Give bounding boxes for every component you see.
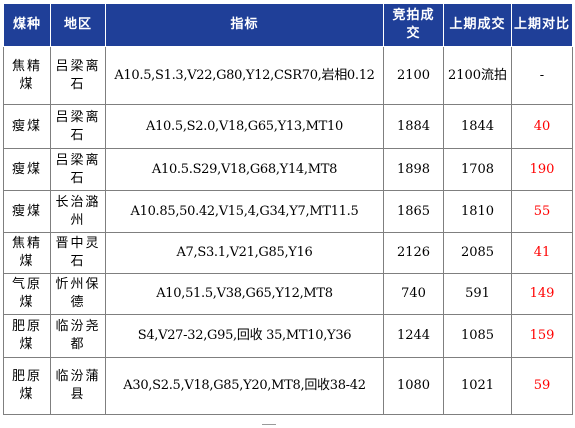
cell-area: 吕梁离石: [50, 104, 106, 149]
table-row: 肥原煤 临汾蒲县 A30,S2.5,V18,G85,Y20,MT8,回收38-4…: [3, 357, 573, 415]
table-row: 瘦煤 长治潞州 A10.85,50.42,V15,4,G34,Y7,MT11.5…: [3, 190, 573, 233]
cell-diff: -: [511, 46, 573, 105]
header-deal-price: 竞拍成交: [383, 3, 444, 47]
table-row: 焦精煤 吕梁离石 A10.5,S1.3,V22,G80,Y12,CSR70,岩相…: [3, 46, 573, 105]
bottom-edge-mark: [262, 424, 276, 425]
cell-diff: 55: [511, 190, 573, 233]
header-area: 地区: [50, 3, 106, 47]
cell-coal-type: 肥原煤: [3, 357, 51, 415]
cell-spec: A10.5,S2.0,V18,G65,Y13,MT10: [105, 104, 384, 149]
cell-spec: A10.85,50.42,V15,4,G34,Y7,MT11.5: [105, 190, 384, 233]
cell-coal-type: 瘦煤: [3, 190, 51, 233]
header-prev-price: 上期成交: [443, 3, 512, 47]
cell-area: 忻州保德: [50, 273, 106, 315]
table-row: 瘦煤 吕梁离石 A10.5.S29,V18,G68,Y14,MT8 1898 1…: [3, 148, 573, 191]
cell-area: 长治潞州: [50, 190, 106, 233]
cell-prev-price: 1708: [443, 148, 512, 191]
coal-auction-table: 煤种 地区 指标 竞拍成交 上期成交 上期对比 焦精煤 吕梁离石 A10.5,S…: [3, 3, 573, 415]
cell-deal-price: 1865: [383, 190, 444, 233]
cell-prev-price: 2085: [443, 232, 512, 274]
cell-prev-price: 591: [443, 273, 512, 315]
table-row: 瘦煤 吕梁离石 A10.5,S2.0,V18,G65,Y13,MT10 1884…: [3, 104, 573, 149]
cell-spec: A30,S2.5,V18,G85,Y20,MT8,回收38-42: [105, 357, 384, 415]
cell-deal-price: 1080: [383, 357, 444, 415]
cell-coal-type: 瘦煤: [3, 104, 51, 149]
header-row: 煤种 地区 指标 竞拍成交 上期成交 上期对比: [3, 3, 573, 47]
cell-coal-type: 焦精煤: [3, 232, 51, 274]
cell-diff: 159: [511, 314, 573, 358]
cell-prev-price: 1085: [443, 314, 512, 358]
table-row: 肥原煤 临汾尧都 S4,V27-32,G95,回收 35,MT10,Y36 12…: [3, 314, 573, 358]
header-diff: 上期对比: [511, 3, 573, 47]
cell-deal-price: 2126: [383, 232, 444, 274]
cell-spec: A7,S3.1,V21,G85,Y16: [105, 232, 384, 274]
cell-diff: 149: [511, 273, 573, 315]
table-row: 焦精煤 晋中灵石 A7,S3.1,V21,G85,Y16 2126 2085 4…: [3, 232, 573, 274]
table-row: 气原煤 忻州保德 A10,51.5,V38,G65,Y12,MT8 740 59…: [3, 273, 573, 315]
cell-coal-type: 焦精煤: [3, 46, 51, 105]
cell-spec: A10,51.5,V38,G65,Y12,MT8: [105, 273, 384, 315]
cell-area: 吕梁离石: [50, 46, 106, 105]
cell-diff: 190: [511, 148, 573, 191]
cell-deal-price: 740: [383, 273, 444, 315]
cell-area: 临汾蒲县: [50, 357, 106, 415]
cell-coal-type: 瘦煤: [3, 148, 51, 191]
cell-spec: A10.5.S29,V18,G68,Y14,MT8: [105, 148, 384, 191]
cell-diff: 59: [511, 357, 573, 415]
cell-area: 临汾尧都: [50, 314, 106, 358]
cell-prev-price: 1844: [443, 104, 512, 149]
cell-area: 吕梁离石: [50, 148, 106, 191]
cell-spec: S4,V27-32,G95,回收 35,MT10,Y36: [105, 314, 384, 358]
cell-diff: 41: [511, 232, 573, 274]
cell-deal-price: 1244: [383, 314, 444, 358]
coal-auction-table-wrapper: 煤种 地区 指标 竞拍成交 上期成交 上期对比 焦精煤 吕梁离石 A10.5,S…: [3, 3, 573, 415]
header-coal-type: 煤种: [3, 3, 51, 47]
cell-deal-price: 2100: [383, 46, 444, 105]
header-spec: 指标: [105, 3, 384, 47]
cell-prev-price: 1021: [443, 357, 512, 415]
cell-prev-price: 2100流拍: [443, 46, 512, 105]
cell-diff: 40: [511, 104, 573, 149]
cell-prev-price: 1810: [443, 190, 512, 233]
cell-deal-price: 1884: [383, 104, 444, 149]
cell-coal-type: 气原煤: [3, 273, 51, 315]
cell-deal-price: 1898: [383, 148, 444, 191]
cell-coal-type: 肥原煤: [3, 314, 51, 358]
cell-spec: A10.5,S1.3,V22,G80,Y12,CSR70,岩相0.12: [105, 46, 384, 105]
cell-area: 晋中灵石: [50, 232, 106, 274]
